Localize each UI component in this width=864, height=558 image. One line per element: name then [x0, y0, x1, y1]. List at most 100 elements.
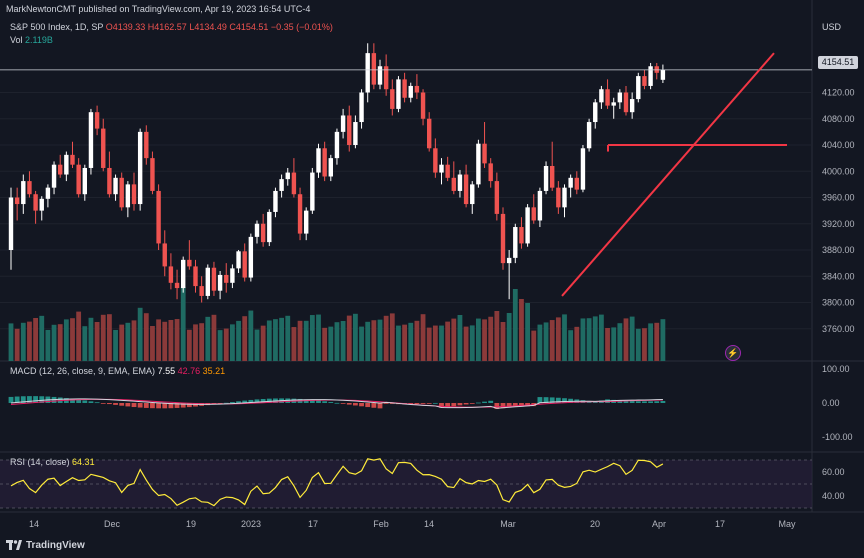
- macd-histogram-bar: [512, 403, 518, 408]
- candle-body: [427, 118, 432, 149]
- macd-histogram-bar: [408, 403, 414, 405]
- candle-body: [119, 177, 124, 208]
- volume-bar: [20, 322, 26, 361]
- candle-body: [353, 122, 358, 145]
- macd-histogram-bar: [94, 402, 100, 404]
- macd-histogram-bar: [76, 399, 82, 403]
- candle-body: [390, 89, 395, 109]
- candle-body: [623, 92, 629, 113]
- macd-histogram-bar: [414, 403, 420, 405]
- volume-bar: [119, 324, 125, 361]
- volume-bar: [180, 287, 186, 361]
- candle-body: [236, 251, 241, 269]
- candle-body: [94, 112, 100, 129]
- candle-body: [27, 181, 32, 195]
- macd-histogram-bar: [389, 403, 395, 404]
- candle-body: [174, 282, 180, 289]
- macd-histogram-bar: [217, 403, 223, 404]
- macd-histogram-bar: [353, 403, 358, 406]
- volume-bar: [279, 317, 284, 361]
- macd-histogram-bar: [156, 403, 161, 409]
- volume-bar: [186, 329, 192, 361]
- ohlc-values: O4139.33 H4162.57 L4134.49 C4154.51 −0.3…: [105, 22, 333, 32]
- volume-bar: [396, 325, 401, 361]
- time-tick-label: 14: [424, 519, 434, 529]
- candle-body: [88, 112, 94, 168]
- macd-histogram-bar: [70, 398, 75, 403]
- candle-body: [457, 174, 463, 191]
- volume-bar: [33, 318, 38, 361]
- lightning-icon[interactable]: ⚡: [725, 345, 741, 361]
- macd-legend-v3: 35.21: [202, 366, 226, 376]
- volume-bar: [205, 316, 211, 361]
- candle-body: [107, 167, 112, 195]
- macd-histogram-bar: [543, 397, 549, 403]
- macd-histogram-bar: [328, 402, 334, 403]
- volume-bar: [476, 318, 481, 361]
- volume-bar: [654, 322, 660, 361]
- rsi-legend-value: 64.31: [72, 457, 95, 467]
- time-tick-label: May: [778, 519, 796, 529]
- grid-lines: [0, 0, 864, 513]
- volume-bar: [328, 326, 334, 361]
- macd-histogram-bar: [100, 403, 106, 404]
- volume-bar: [193, 324, 198, 361]
- candle-body: [217, 274, 223, 291]
- macd-histogram-bar: [33, 396, 38, 403]
- volume-bar: [506, 313, 512, 361]
- volume-bar: [482, 319, 487, 361]
- macd-histogram-bar: [635, 401, 641, 403]
- volume-bar: [137, 307, 143, 361]
- price-tick-label: 3920.00: [822, 219, 855, 229]
- candle-body: [414, 85, 420, 93]
- candle-body: [586, 122, 592, 149]
- candle-body: [599, 89, 604, 103]
- macd-histogram-bar: [549, 397, 555, 403]
- candle-body: [162, 243, 167, 267]
- volume-bar: [316, 314, 321, 361]
- volume-bar: [408, 322, 414, 361]
- volume-bar: [150, 326, 155, 361]
- volume-bar: [125, 322, 131, 361]
- volume-bar: [217, 330, 223, 361]
- macd-histogram-bar: [125, 403, 131, 407]
- price-tick-label: 3800.00: [822, 298, 855, 308]
- candle-body: [494, 181, 500, 214]
- volume-bar: [340, 321, 346, 361]
- candle-body: [365, 53, 370, 93]
- candle-body: [279, 179, 284, 191]
- volume-label: Vol: [10, 35, 23, 45]
- volume-bar: [174, 319, 180, 361]
- candle-body: [199, 286, 204, 296]
- macd-histogram-bar: [648, 401, 653, 403]
- candle-body: [51, 164, 57, 188]
- volume-bars: [8, 287, 666, 361]
- macd-histogram-bar: [82, 400, 88, 403]
- candle-body: [260, 223, 266, 243]
- price-tick-label: 3760.00: [822, 324, 855, 334]
- volume-bar: [94, 322, 100, 361]
- macd-histogram-bar: [113, 403, 118, 405]
- candle-body: [347, 115, 352, 145]
- candle-body: [33, 194, 38, 211]
- macd-histogram-bar: [346, 403, 352, 405]
- volume-bar: [580, 318, 586, 361]
- macd-histogram-bar: [426, 403, 432, 404]
- macd-histogram-bar: [500, 403, 506, 409]
- macd-histogram-bar: [131, 403, 137, 408]
- candle-body: [648, 66, 653, 86]
- macd-histogram-bar: [457, 403, 463, 406]
- volume-bar: [383, 315, 389, 361]
- tradingview-brand: TradingView: [6, 540, 85, 551]
- candle-body: [224, 274, 229, 283]
- macd-histogram-bar: [488, 400, 494, 403]
- volume-bar: [635, 328, 641, 361]
- time-tick-label: 2023: [241, 519, 261, 529]
- price-tick-label: 4080.00: [822, 114, 855, 124]
- macd-histogram-bar: [463, 403, 469, 405]
- currency-label: USD: [822, 22, 842, 32]
- candle-body: [168, 266, 174, 283]
- volume-bar: [266, 320, 272, 361]
- macd-histogram-bar: [519, 403, 524, 407]
